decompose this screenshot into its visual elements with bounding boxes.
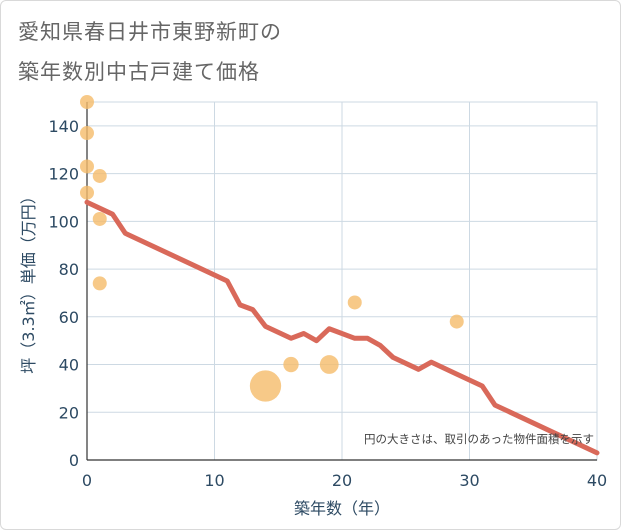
trend-line [84, 199, 600, 456]
data-point [347, 295, 362, 310]
y-tick-label: 140 [48, 117, 79, 136]
x-tick-label: 30 [459, 471, 479, 490]
y-tick-label: 0 [69, 451, 79, 470]
x-tick-label: 40 [587, 471, 607, 490]
y-tick-label: 120 [48, 165, 79, 184]
x-tick-label: 0 [82, 471, 92, 490]
y-tick-label: 60 [59, 308, 79, 327]
data-point [80, 185, 94, 200]
x-tick-label: 20 [332, 471, 352, 490]
chart-title-line1: 愛知県春日井市東野新町の [18, 20, 282, 44]
y-tick-label: 80 [59, 260, 79, 279]
data-point [283, 356, 299, 373]
y-tick-label: 100 [48, 212, 79, 231]
bubble-size-note: 円の大きさは、取引のあった物件面積を示す [364, 432, 594, 446]
y-tick-label: 40 [59, 356, 79, 375]
x-axis-label: 築年数（年） [294, 499, 390, 518]
data-point [249, 370, 282, 402]
data-point [92, 276, 107, 291]
data-point [92, 211, 107, 226]
y-tick-label: 20 [59, 403, 79, 422]
data-point [449, 314, 464, 329]
data-point [80, 95, 94, 109]
chart-title-line2: 築年数別中古戸建て価格 [18, 60, 260, 84]
data-point [319, 355, 339, 374]
data-point [80, 159, 94, 174]
data-point [80, 126, 94, 141]
y-axis-label: 坪（3.3㎡）単価（万円） [19, 188, 38, 373]
x-tick-label: 10 [204, 471, 224, 490]
data-point [92, 168, 107, 183]
